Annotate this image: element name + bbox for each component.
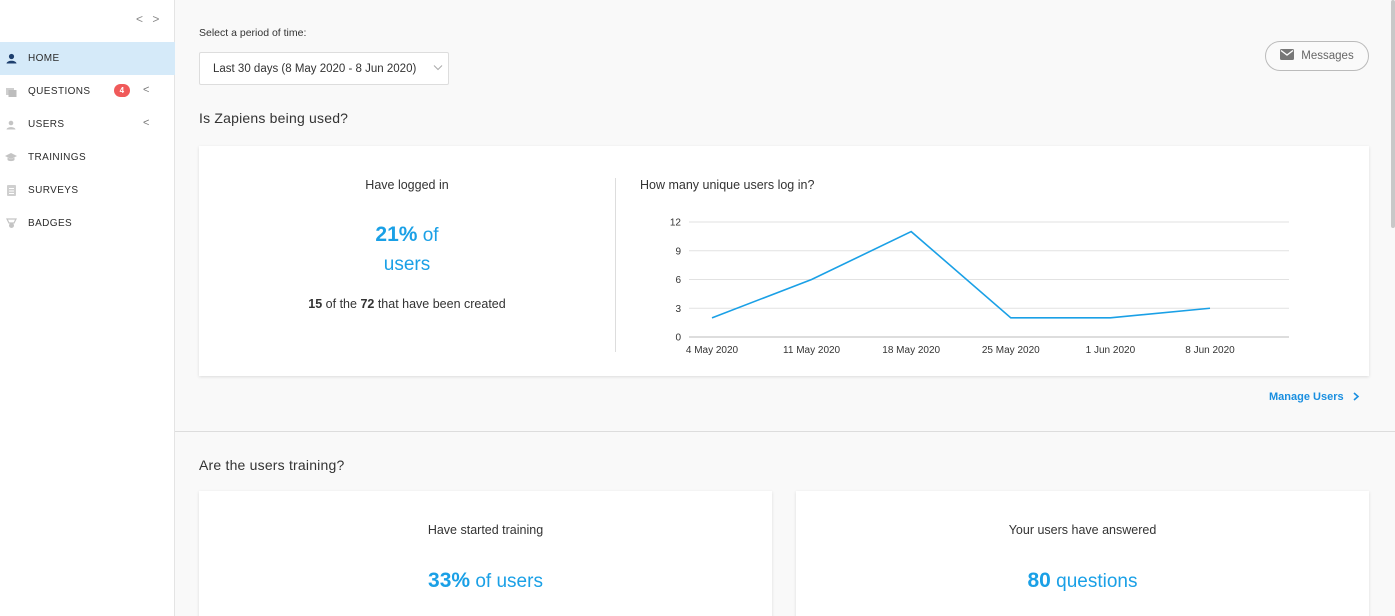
logged-in-percent-value: 21% bbox=[375, 223, 418, 246]
manage-users-label: Manage Users bbox=[1269, 391, 1344, 403]
sidebar-item-label: QUESTIONS bbox=[28, 86, 91, 97]
sidebar-item-questions[interactable]: QUESTIONS 4 < bbox=[0, 75, 175, 108]
chart-x-tick-label: 18 May 2020 bbox=[882, 345, 940, 356]
main-content: Select a period of time: Last 30 days (8… bbox=[175, 0, 1395, 616]
logged-in-percent: 21% of users bbox=[199, 220, 615, 279]
usage-card: Have logged in 21% of users 15 of the 72… bbox=[199, 146, 1369, 376]
chart-y-tick-label: 12 bbox=[670, 218, 682, 229]
training-started-percent: 33% bbox=[428, 569, 471, 592]
training-started-title: Have started training bbox=[427, 523, 544, 537]
chevron-down-icon bbox=[433, 62, 443, 75]
logged-in-title: Have logged in bbox=[365, 178, 449, 192]
unique-logins-chart: 0 3 6 9 12 4 May 2020 11 May 2020 18 May 2020 25… bbox=[670, 218, 1289, 356]
chart-x-tick-label: 8 Jun 2020 bbox=[1185, 345, 1235, 356]
chart-x-tick-label: 1 Jun 2020 bbox=[1086, 345, 1136, 356]
sidebar: < > HOME QUESTIONS 4 < USERS < bbox=[0, 0, 175, 616]
usage-section-title: Is Zapiens being used? bbox=[199, 110, 349, 126]
questions-icon bbox=[5, 86, 17, 98]
trainings-icon bbox=[5, 152, 17, 164]
questions-answered-card: Your users have answered 80 questions bbox=[796, 491, 1369, 616]
section-divider bbox=[175, 431, 1395, 432]
chart-x-tick-label: 11 May 2020 bbox=[783, 345, 841, 356]
messages-label: Messages bbox=[1301, 50, 1354, 62]
home-icon bbox=[5, 53, 17, 65]
chart-y-tick-label: 6 bbox=[675, 275, 681, 286]
training-started-unit: of users bbox=[475, 571, 543, 592]
chart-y-tick-label: 3 bbox=[675, 304, 681, 315]
messages-button[interactable]: Messages bbox=[1265, 41, 1369, 71]
chart-y-tick-label: 0 bbox=[675, 333, 681, 344]
card-divider bbox=[615, 178, 616, 352]
sidebar-item-label: USERS bbox=[28, 119, 65, 130]
sidebar-item-label: SURVEYS bbox=[28, 185, 79, 196]
sidebar-item-users[interactable]: USERS < bbox=[0, 108, 175, 141]
chart-y-tick-label: 9 bbox=[675, 246, 681, 257]
logged-in-count: 15 bbox=[308, 297, 323, 311]
training-started-card: Have started training 33% of users bbox=[199, 491, 772, 616]
logged-in-unit: users bbox=[383, 254, 431, 275]
sidebar-item-label: BADGES bbox=[28, 218, 73, 229]
chart-title: How many unique users log in? bbox=[640, 178, 815, 192]
sidebar-item-label: HOME bbox=[28, 53, 60, 64]
chevron-right-icon bbox=[1347, 391, 1360, 403]
envelope-icon bbox=[1280, 49, 1295, 63]
surveys-icon bbox=[5, 185, 17, 197]
training-started-stat: 33% of users bbox=[199, 566, 772, 596]
sidebar-item-trainings[interactable]: TRAININGS bbox=[0, 141, 175, 174]
users-icon bbox=[5, 119, 17, 131]
logged-in-of: of bbox=[422, 225, 439, 246]
logged-in-mid: of the bbox=[325, 297, 357, 311]
period-label: Select a period of time: bbox=[199, 27, 307, 39]
sidebar-item-surveys[interactable]: SURVEYS bbox=[0, 174, 175, 207]
page-scrollbar[interactable] bbox=[1391, 0, 1395, 228]
chart-x-tick-label: 4 May 2020 bbox=[686, 345, 739, 356]
training-section-title: Are the users training? bbox=[199, 457, 345, 473]
logged-in-total: 72 bbox=[360, 297, 375, 311]
period-select[interactable]: Last 30 days (8 May 2020 - 8 Jun 2020) bbox=[199, 52, 449, 85]
manage-users-link[interactable]: Manage Users bbox=[1269, 391, 1360, 403]
chart-series-line bbox=[711, 230, 1211, 319]
badges-icon bbox=[5, 218, 17, 230]
questions-answered-stat: 80 questions bbox=[796, 566, 1369, 596]
chart-x-tick-label: 25 May 2020 bbox=[982, 345, 1040, 356]
questions-answered-unit: questions bbox=[1056, 571, 1138, 592]
sidebar-collapse-toggle[interactable]: < > bbox=[136, 12, 163, 26]
questions-count-badge: 4 bbox=[114, 84, 130, 97]
sidebar-nav: HOME QUESTIONS 4 < USERS < TRAININGS bbox=[0, 42, 175, 240]
sidebar-item-home[interactable]: HOME bbox=[0, 42, 175, 75]
sidebar-item-label: TRAININGS bbox=[28, 152, 87, 163]
chevron-left-icon[interactable]: < bbox=[143, 84, 150, 96]
questions-answered-title: Your users have answered bbox=[1008, 523, 1157, 537]
chevron-left-icon[interactable]: < bbox=[143, 117, 150, 129]
sidebar-item-badges[interactable]: BADGES bbox=[0, 207, 175, 240]
questions-answered-count: 80 bbox=[1027, 569, 1051, 592]
logged-in-detail: 15 of the 72 that have been created bbox=[199, 297, 615, 311]
logged-in-tail: that have been created bbox=[377, 297, 506, 311]
period-select-value: Last 30 days (8 May 2020 - 8 Jun 2020) bbox=[213, 62, 417, 75]
